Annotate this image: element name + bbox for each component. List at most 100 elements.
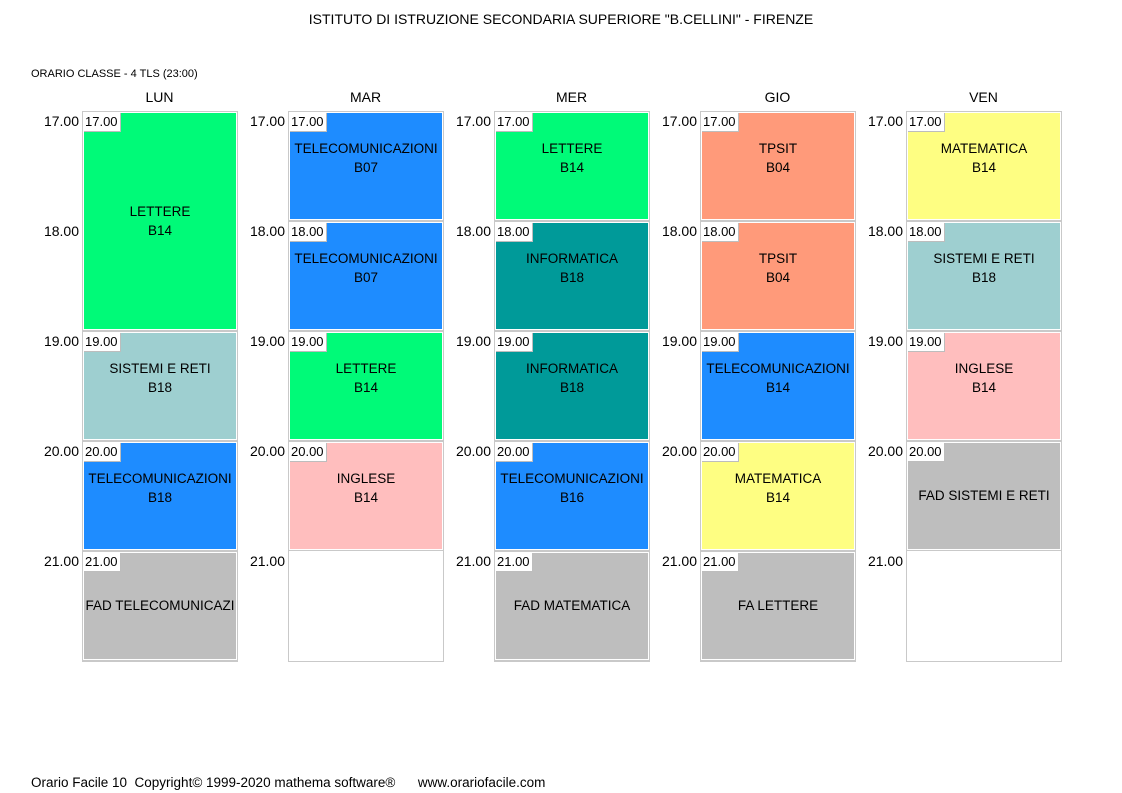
lesson-color-block: 17.00 MATEMATICA B14 — [908, 113, 1060, 219]
lesson-subject: INFORMATICA — [526, 251, 618, 266]
lesson-cell[interactable]: 17.00 MATEMATICA B14 — [906, 111, 1062, 221]
lesson-cell[interactable]: 20.00 INGLESE B14 — [288, 441, 444, 551]
lesson-start-time: 19.00 — [496, 333, 533, 352]
time-label: 19.00 — [249, 333, 285, 349]
time-label: 18.00 — [661, 223, 697, 239]
lesson-cell[interactable]: 17.00 TPSIT B04 — [700, 111, 856, 221]
time-label: 19.00 — [43, 333, 79, 349]
lesson-color-block: 18.00 TPSIT B04 — [702, 223, 854, 329]
lesson-subject: FAD SISTEMI E RETI — [918, 488, 1050, 503]
lesson-subject: FAD TELECOMUNICAZI — [85, 598, 235, 613]
lesson-subject: INFORMATICA — [526, 361, 618, 376]
lesson-cell[interactable]: 19.00 SISTEMI E RETI B18 — [82, 331, 238, 441]
time-label: 20.00 — [455, 443, 491, 459]
time-label: 21.00 — [43, 553, 79, 569]
lesson-room: B07 — [353, 160, 379, 175]
lesson-subject: LETTERE — [335, 361, 397, 376]
lesson-start-time: 18.00 — [290, 223, 327, 242]
lesson-start-time: 20.00 — [290, 443, 327, 462]
lesson-cell[interactable]: 19.00 INGLESE B14 — [906, 331, 1062, 441]
lesson-subject: FAD MATEMATICA — [513, 598, 631, 613]
lesson-subject: TPSIT — [758, 141, 798, 156]
lesson-start-time: 20.00 — [702, 443, 739, 462]
lesson-color-block: 18.00 SISTEMI E RETI B18 — [908, 223, 1060, 329]
lesson-room: B07 — [353, 270, 379, 285]
lesson-color-block: 20.00 TELECOMUNICAZIONI B18 — [84, 443, 236, 549]
time-label: 17.00 — [455, 113, 491, 129]
lesson-subject: TELECOMUNICAZIONI — [500, 471, 644, 486]
lesson-start-time: 19.00 — [702, 333, 739, 352]
lesson-cell[interactable]: 18.00 SISTEMI E RETI B18 — [906, 221, 1062, 331]
day-header: MER — [555, 89, 588, 105]
lesson-room: B18 — [147, 380, 173, 395]
lesson-start-time: 20.00 — [908, 443, 945, 462]
lesson-room: B14 — [559, 160, 585, 175]
time-label: 20.00 — [867, 443, 903, 459]
lesson-room: B18 — [559, 380, 585, 395]
lesson-start-time: 19.00 — [908, 333, 945, 352]
lesson-start-time: 21.00 — [84, 553, 121, 572]
time-label: 17.00 — [661, 113, 697, 129]
lesson-color-block: 18.00 TELECOMUNICAZIONI B07 — [290, 223, 442, 329]
lesson-subject: LETTERE — [541, 141, 603, 156]
lesson-cell[interactable]: 18.00 TPSIT B04 — [700, 221, 856, 331]
lesson-room: B18 — [971, 270, 997, 285]
time-label: 19.00 — [867, 333, 903, 349]
lesson-cell[interactable]: 18.00 INFORMATICA B18 — [494, 221, 650, 331]
time-label: 19.00 — [455, 333, 491, 349]
time-label: 21.00 — [249, 553, 285, 569]
lesson-color-block: 17.00 LETTERE B14 — [496, 113, 648, 219]
footer-copyright: Orario Facile 10 Copyright© 1999-2020 ma… — [31, 775, 546, 790]
time-label: 20.00 — [661, 443, 697, 459]
lesson-subject: SISTEMI E RETI — [933, 251, 1035, 266]
lesson-subject: TELECOMUNICAZIONI — [294, 141, 438, 156]
lesson-cell[interactable]: 20.00 TELECOMUNICAZIONI B18 — [82, 441, 238, 551]
lesson-cell[interactable]: 20.00 TELECOMUNICAZIONI B16 — [494, 441, 650, 551]
lesson-start-time: 19.00 — [84, 333, 121, 352]
lesson-cell[interactable]: 21.00 FAD TELECOMUNICAZI — [82, 551, 238, 661]
lesson-subject: SISTEMI E RETI — [109, 361, 211, 376]
lesson-start-time: 18.00 — [496, 223, 533, 242]
day-header: VEN — [969, 89, 998, 105]
lesson-color-block: 21.00 FAD TELECOMUNICAZI — [84, 553, 236, 659]
lesson-cell[interactable]: 17.00 TELECOMUNICAZIONI B07 — [288, 111, 444, 221]
lesson-subject: INGLESE — [336, 471, 396, 486]
day-header: GIO — [764, 89, 791, 105]
lesson-cell[interactable]: 19.00 LETTERE B14 — [288, 331, 444, 441]
lesson-cell[interactable]: 17.00 LETTERE B14 — [82, 111, 238, 331]
lesson-cell[interactable]: 20.00 FAD SISTEMI E RETI — [906, 441, 1062, 551]
lesson-cell[interactable]: 20.00 MATEMATICA B14 — [700, 441, 856, 551]
lesson-cell[interactable]: 21.00 FA LETTERE — [700, 551, 856, 661]
lesson-color-block: 20.00 TELECOMUNICAZIONI B16 — [496, 443, 648, 549]
lesson-room: B18 — [147, 490, 173, 505]
time-label: 17.00 — [867, 113, 903, 129]
lesson-color-block: 21.00 FA LETTERE — [702, 553, 854, 659]
time-label: 20.00 — [43, 443, 79, 459]
lesson-start-time: 20.00 — [84, 443, 121, 462]
lesson-color-block: 19.00 INFORMATICA B18 — [496, 333, 648, 439]
lesson-start-time: 21.00 — [496, 553, 533, 572]
day-header: MAR — [349, 89, 382, 105]
lesson-start-time: 18.00 — [702, 223, 739, 242]
lesson-color-block: 21.00 FAD MATEMATICA — [496, 553, 648, 659]
lesson-color-block: 20.00 INGLESE B14 — [290, 443, 442, 549]
lesson-room: B04 — [765, 270, 791, 285]
time-label: 17.00 — [249, 113, 285, 129]
time-label: 18.00 — [867, 223, 903, 239]
time-label: 20.00 — [249, 443, 285, 459]
lesson-subject: TELECOMUNICAZIONI — [706, 361, 850, 376]
lesson-start-time: 18.00 — [908, 223, 945, 242]
lesson-cell[interactable]: 17.00 LETTERE B14 — [494, 111, 650, 221]
lesson-start-time: 17.00 — [702, 113, 739, 132]
lesson-color-block: 20.00 MATEMATICA B14 — [702, 443, 854, 549]
lesson-color-block: 19.00 INGLESE B14 — [908, 333, 1060, 439]
lesson-cell[interactable]: 19.00 TELECOMUNICAZIONI B14 — [700, 331, 856, 441]
lesson-color-block: 20.00 FAD SISTEMI E RETI — [908, 443, 1060, 549]
time-label: 21.00 — [867, 553, 903, 569]
lesson-cell[interactable]: 19.00 INFORMATICA B18 — [494, 331, 650, 441]
time-label: 18.00 — [249, 223, 285, 239]
lesson-start-time: 17.00 — [496, 113, 533, 132]
lesson-color-block: 17.00 TELECOMUNICAZIONI B07 — [290, 113, 442, 219]
lesson-cell[interactable]: 18.00 TELECOMUNICAZIONI B07 — [288, 221, 444, 331]
lesson-cell[interactable]: 21.00 FAD MATEMATICA — [494, 551, 650, 661]
